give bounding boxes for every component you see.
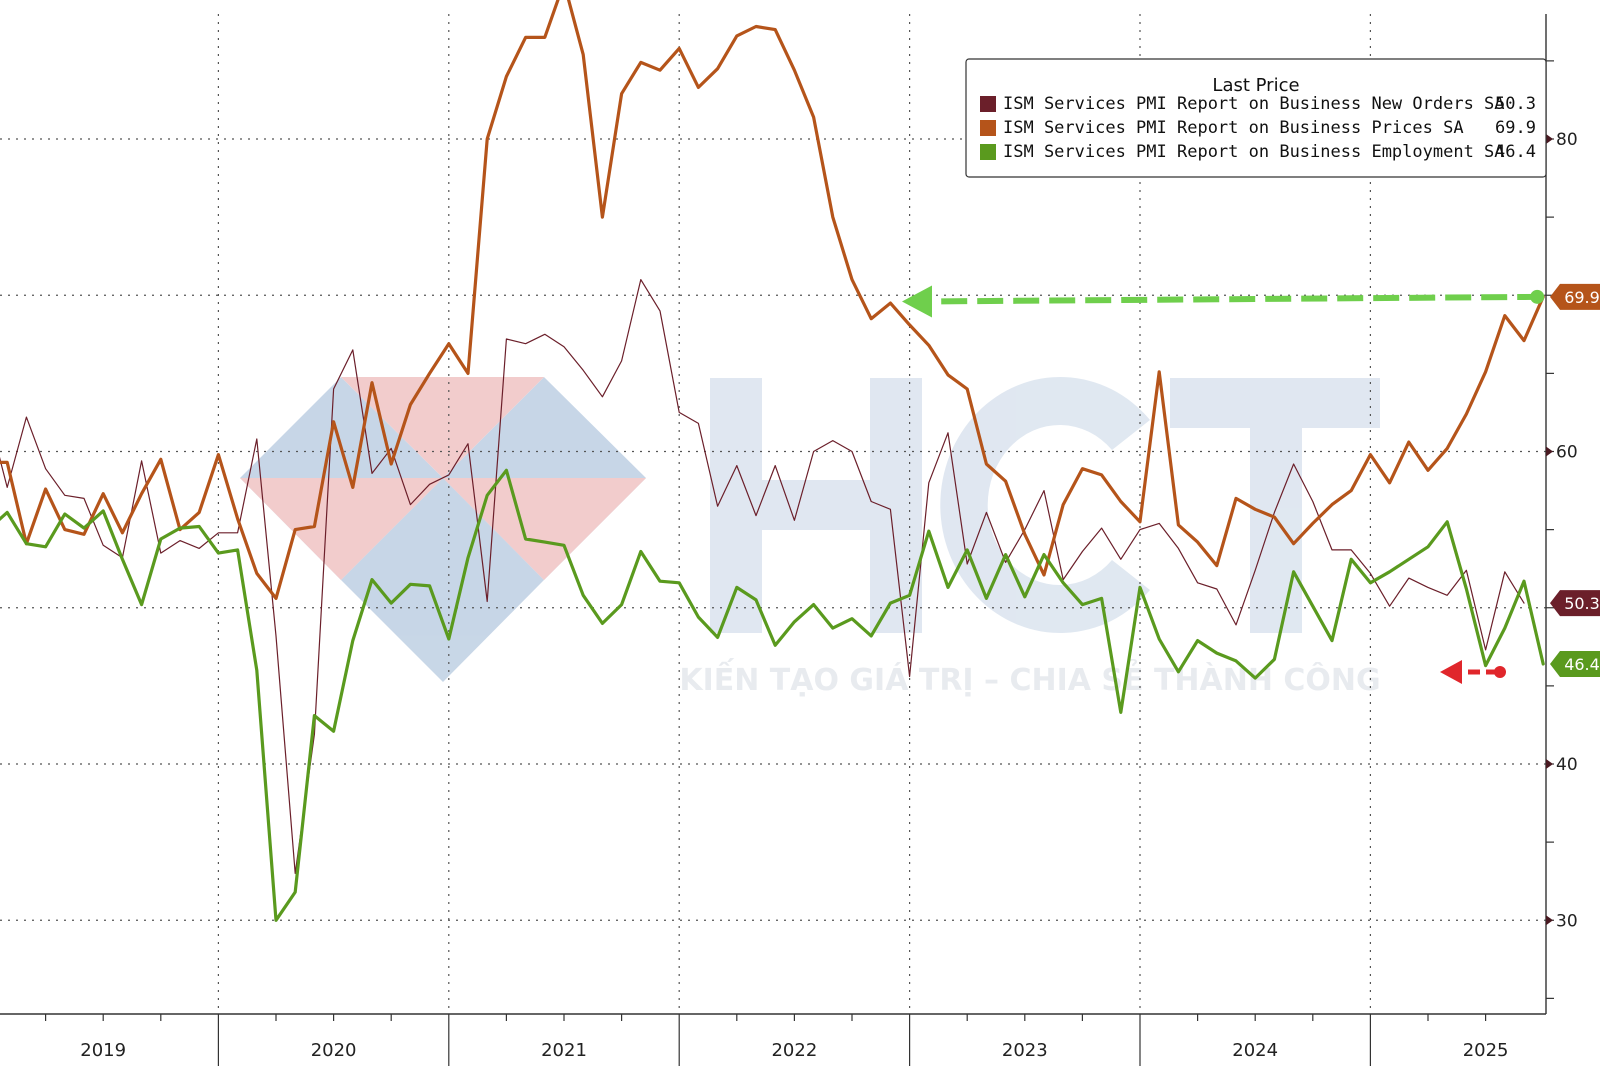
legend-swatch (980, 96, 996, 112)
x-axis-year-label: 2022 (771, 1040, 817, 1061)
y-axis-tick-marker (1546, 134, 1553, 144)
series-line-new-orders (0, 279, 1525, 875)
value-badge-label: 46.4 (1564, 655, 1600, 674)
legend-swatch (980, 120, 996, 136)
green-arrowhead (902, 285, 932, 318)
green-dashed-arrow (924, 293, 1544, 305)
watermark-slogan: KIẾN TẠO GIÁ TRỊ – CHIA SẺ THÀNH CÔNG (679, 658, 1380, 698)
x-axis-year-label: 2024 (1232, 1040, 1278, 1061)
x-axis-year-label: 2023 (1002, 1040, 1048, 1061)
value-badge (1550, 651, 1600, 677)
x-axis-year-label: 2021 (541, 1040, 587, 1061)
series-lines (0, 0, 1545, 922)
legend-box (965, 58, 1547, 178)
series-line-employment (0, 468, 1545, 922)
x-axis-year-label: 2019 (80, 1040, 126, 1061)
value-badge-label: 69.9 (1564, 288, 1600, 307)
y-axis-tick-marker (1546, 446, 1553, 457)
value-badges: 69.9 50.3 46.4 (1550, 283, 1600, 677)
legend-entry-label: ISM Services PMI Report on Business Pric… (1003, 118, 1464, 138)
watermark-diamond-shape (341, 478, 544, 682)
y-axis-tick-label: 60 (1556, 443, 1578, 463)
value-badge-label: 50.3 (1564, 594, 1600, 613)
value-badge (1550, 283, 1600, 310)
legend-entry-label: ISM Services PMI Report on Business New … (1003, 94, 1505, 114)
axes: 30 40 60 80 2019 2020 2021 2022 2023 2024 2025 (0, 14, 1578, 1066)
y-axis-tick-label: 30 (1556, 911, 1578, 931)
annotations (902, 285, 1545, 684)
x-axis-year-label: 2025 (1463, 1040, 1509, 1061)
legend-entry-value: 46.4 (1495, 142, 1536, 162)
red-arrow-dot (1494, 666, 1506, 678)
hct-watermark-logo: KIẾN TẠO GIÁ TRỊ – CHIA SẺ THÀNH CÔNG (240, 377, 1381, 698)
red-arrowhead (1440, 660, 1462, 684)
x-axis-year-label: 2020 (311, 1040, 357, 1061)
watermark-letter-shape (940, 377, 1150, 633)
legend-entry-label: ISM Services PMI Report on Business Empl… (1003, 142, 1505, 162)
y-axis-tick-marker (1546, 915, 1553, 926)
watermark-triangle-shape (341, 377, 544, 478)
y-axis-tick-label: 80 (1556, 130, 1578, 150)
legend-entry-value: 69.9 (1495, 118, 1536, 138)
watermark-letter-shape (1250, 378, 1302, 633)
y-axis-tick-label: 40 (1556, 755, 1578, 775)
green-arrow-dot (1530, 289, 1545, 304)
legend-title: Last Price (1212, 75, 1299, 96)
watermark-triangle-shape (443, 478, 646, 580)
watermark-triangle-shape (240, 478, 443, 580)
legend-entries: ISM Services PMI Report on Business New … (980, 94, 1536, 162)
legend-entry-value: 50.3 (1495, 94, 1536, 114)
chart-legend: Last Price ISM Services PMI Report on Bu… (965, 58, 1547, 178)
y-axis-tick-marker (1546, 759, 1553, 769)
series-line-prices (0, 0, 1545, 601)
legend-swatch (980, 144, 996, 160)
value-badge (1550, 590, 1600, 617)
watermark-letter-shape (710, 480, 922, 530)
